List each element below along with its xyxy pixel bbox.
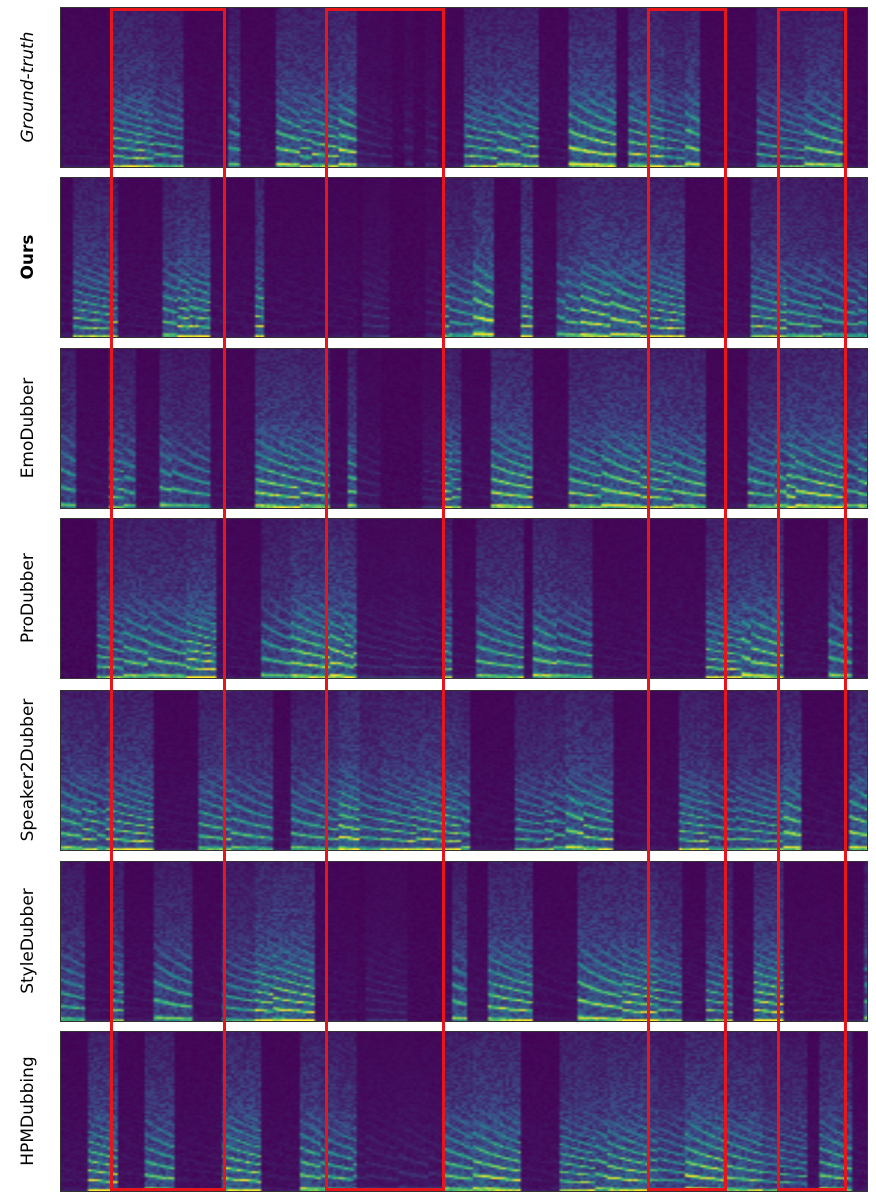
row-label-text: HPMDubbing xyxy=(18,1056,38,1166)
row-label: HPMDubbing xyxy=(0,1031,56,1192)
spectrogram-row: EmoDubber xyxy=(0,348,876,509)
row-label: Ours xyxy=(0,177,56,338)
spectrogram-row: Ground-truth xyxy=(0,7,876,168)
row-label-text: StyleDubber xyxy=(18,888,38,994)
row-label-text: Ours xyxy=(18,234,38,280)
spectrogram-panel xyxy=(60,7,868,168)
highlight-box xyxy=(325,8,445,1191)
highlight-box xyxy=(777,8,847,1191)
spectrogram-panel xyxy=(60,518,868,679)
row-label-text: Speaker2Dubber xyxy=(18,698,38,842)
row-label: EmoDubber xyxy=(0,348,56,509)
row-label: ProDubber xyxy=(0,518,56,679)
spectrogram-row: Speaker2Dubber xyxy=(0,690,876,851)
row-label: Ground-truth xyxy=(0,7,56,168)
spectrogram-row: StyleDubber xyxy=(0,861,876,1022)
spectrogram-panel xyxy=(60,348,868,509)
spectrogram-panel xyxy=(60,177,868,338)
highlight-box xyxy=(110,8,226,1191)
spectrogram-row: HPMDubbing xyxy=(0,1031,876,1192)
row-label-text: ProDubber xyxy=(18,553,38,643)
spectrogram-panel xyxy=(60,861,868,1022)
spectrogram-panel xyxy=(60,1031,868,1192)
spectrogram-panel xyxy=(60,690,868,851)
row-label: StyleDubber xyxy=(0,861,56,1022)
row-label-text: EmoDubber xyxy=(18,377,38,479)
highlight-box xyxy=(647,8,727,1191)
row-label: Speaker2Dubber xyxy=(0,690,56,851)
row-label-text: Ground-truth xyxy=(18,31,38,143)
spectrogram-row: ProDubber xyxy=(0,518,876,679)
spectrogram-row: Ours xyxy=(0,177,876,338)
